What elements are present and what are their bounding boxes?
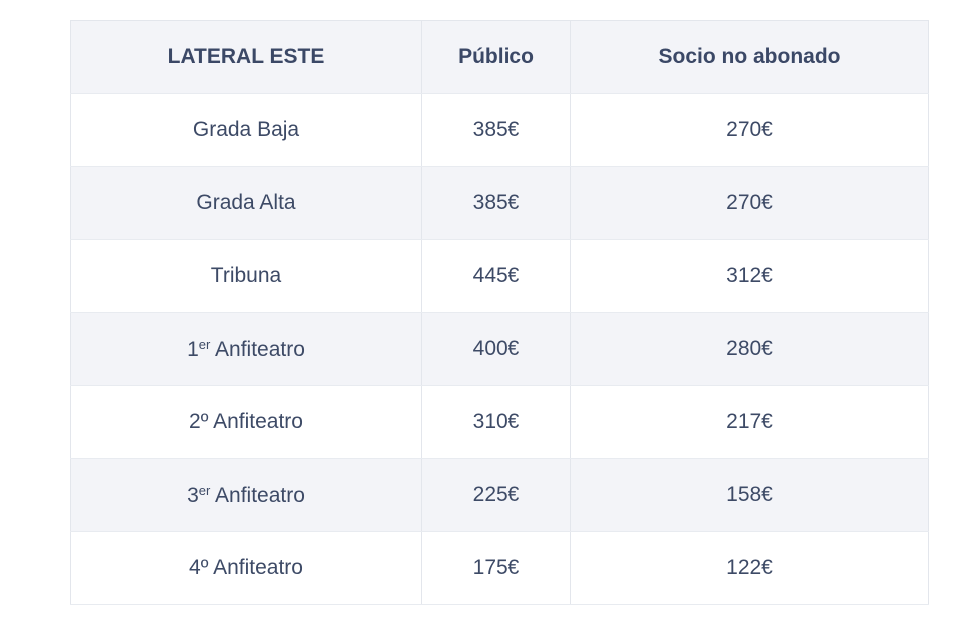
public-price-cell: 225€ (421, 458, 571, 532)
table-row: Grada Baja 385€ 270€ (70, 93, 929, 167)
table-header-row: LATERAL ESTE Público Socio no abonado (70, 20, 929, 94)
table-row: 1er Anfiteatro 400€ 280€ (70, 312, 929, 386)
zone-name: Grada Baja (192, 118, 300, 141)
column-header-public: Público (421, 20, 571, 94)
zone-name: Grada Alta (196, 191, 296, 214)
zone-name: Anfiteatro (208, 556, 303, 579)
public-price-cell: 385€ (421, 166, 571, 240)
public-price-cell: 310€ (421, 385, 571, 459)
socio-price-cell: 158€ (570, 458, 929, 532)
zone-number: 2º (189, 410, 209, 433)
zone-cell: 2º Anfiteatro (70, 385, 422, 459)
zone-number: 1 (187, 338, 199, 361)
public-price-cell: 175€ (421, 531, 571, 605)
zone-cell: Grada Alta (70, 166, 422, 240)
zone-cell: 3er Anfiteatro (70, 458, 422, 532)
column-header-zone: LATERAL ESTE (70, 20, 422, 94)
zone-name: Tribuna (210, 264, 282, 287)
public-price-cell: 400€ (421, 312, 571, 386)
table-row: Tribuna 445€ 312€ (70, 239, 929, 313)
price-table: LATERAL ESTE Público Socio no abonado Gr… (70, 20, 929, 605)
table-row: 4º Anfiteatro 175€ 122€ (70, 531, 929, 605)
zone-cell: 4º Anfiteatro (70, 531, 422, 605)
public-price-cell: 445€ (421, 239, 571, 313)
zone-cell: Tribuna (70, 239, 422, 313)
socio-price-cell: 312€ (570, 239, 929, 313)
table-row: 2º Anfiteatro 310€ 217€ (70, 385, 929, 459)
socio-price-cell: 280€ (570, 312, 929, 386)
zone-ordinal-suffix: er (198, 337, 211, 352)
zone-cell: Grada Baja (70, 93, 422, 167)
public-price-cell: 385€ (421, 93, 571, 167)
table-row: 3er Anfiteatro 225€ 158€ (70, 458, 929, 532)
zone-ordinal-suffix: er (198, 483, 211, 498)
zone-number: 3 (187, 484, 199, 507)
zone-name: Anfiteatro (210, 484, 305, 507)
table-row: Grada Alta 385€ 270€ (70, 166, 929, 240)
zone-number: 4º (189, 556, 209, 579)
zone-name: Anfiteatro (208, 410, 303, 433)
column-header-socio: Socio no abonado (570, 20, 929, 94)
socio-price-cell: 270€ (570, 93, 929, 167)
zone-cell: 1er Anfiteatro (70, 312, 422, 386)
socio-price-cell: 217€ (570, 385, 929, 459)
zone-name: Anfiteatro (210, 338, 305, 361)
socio-price-cell: 270€ (570, 166, 929, 240)
socio-price-cell: 122€ (570, 531, 929, 605)
